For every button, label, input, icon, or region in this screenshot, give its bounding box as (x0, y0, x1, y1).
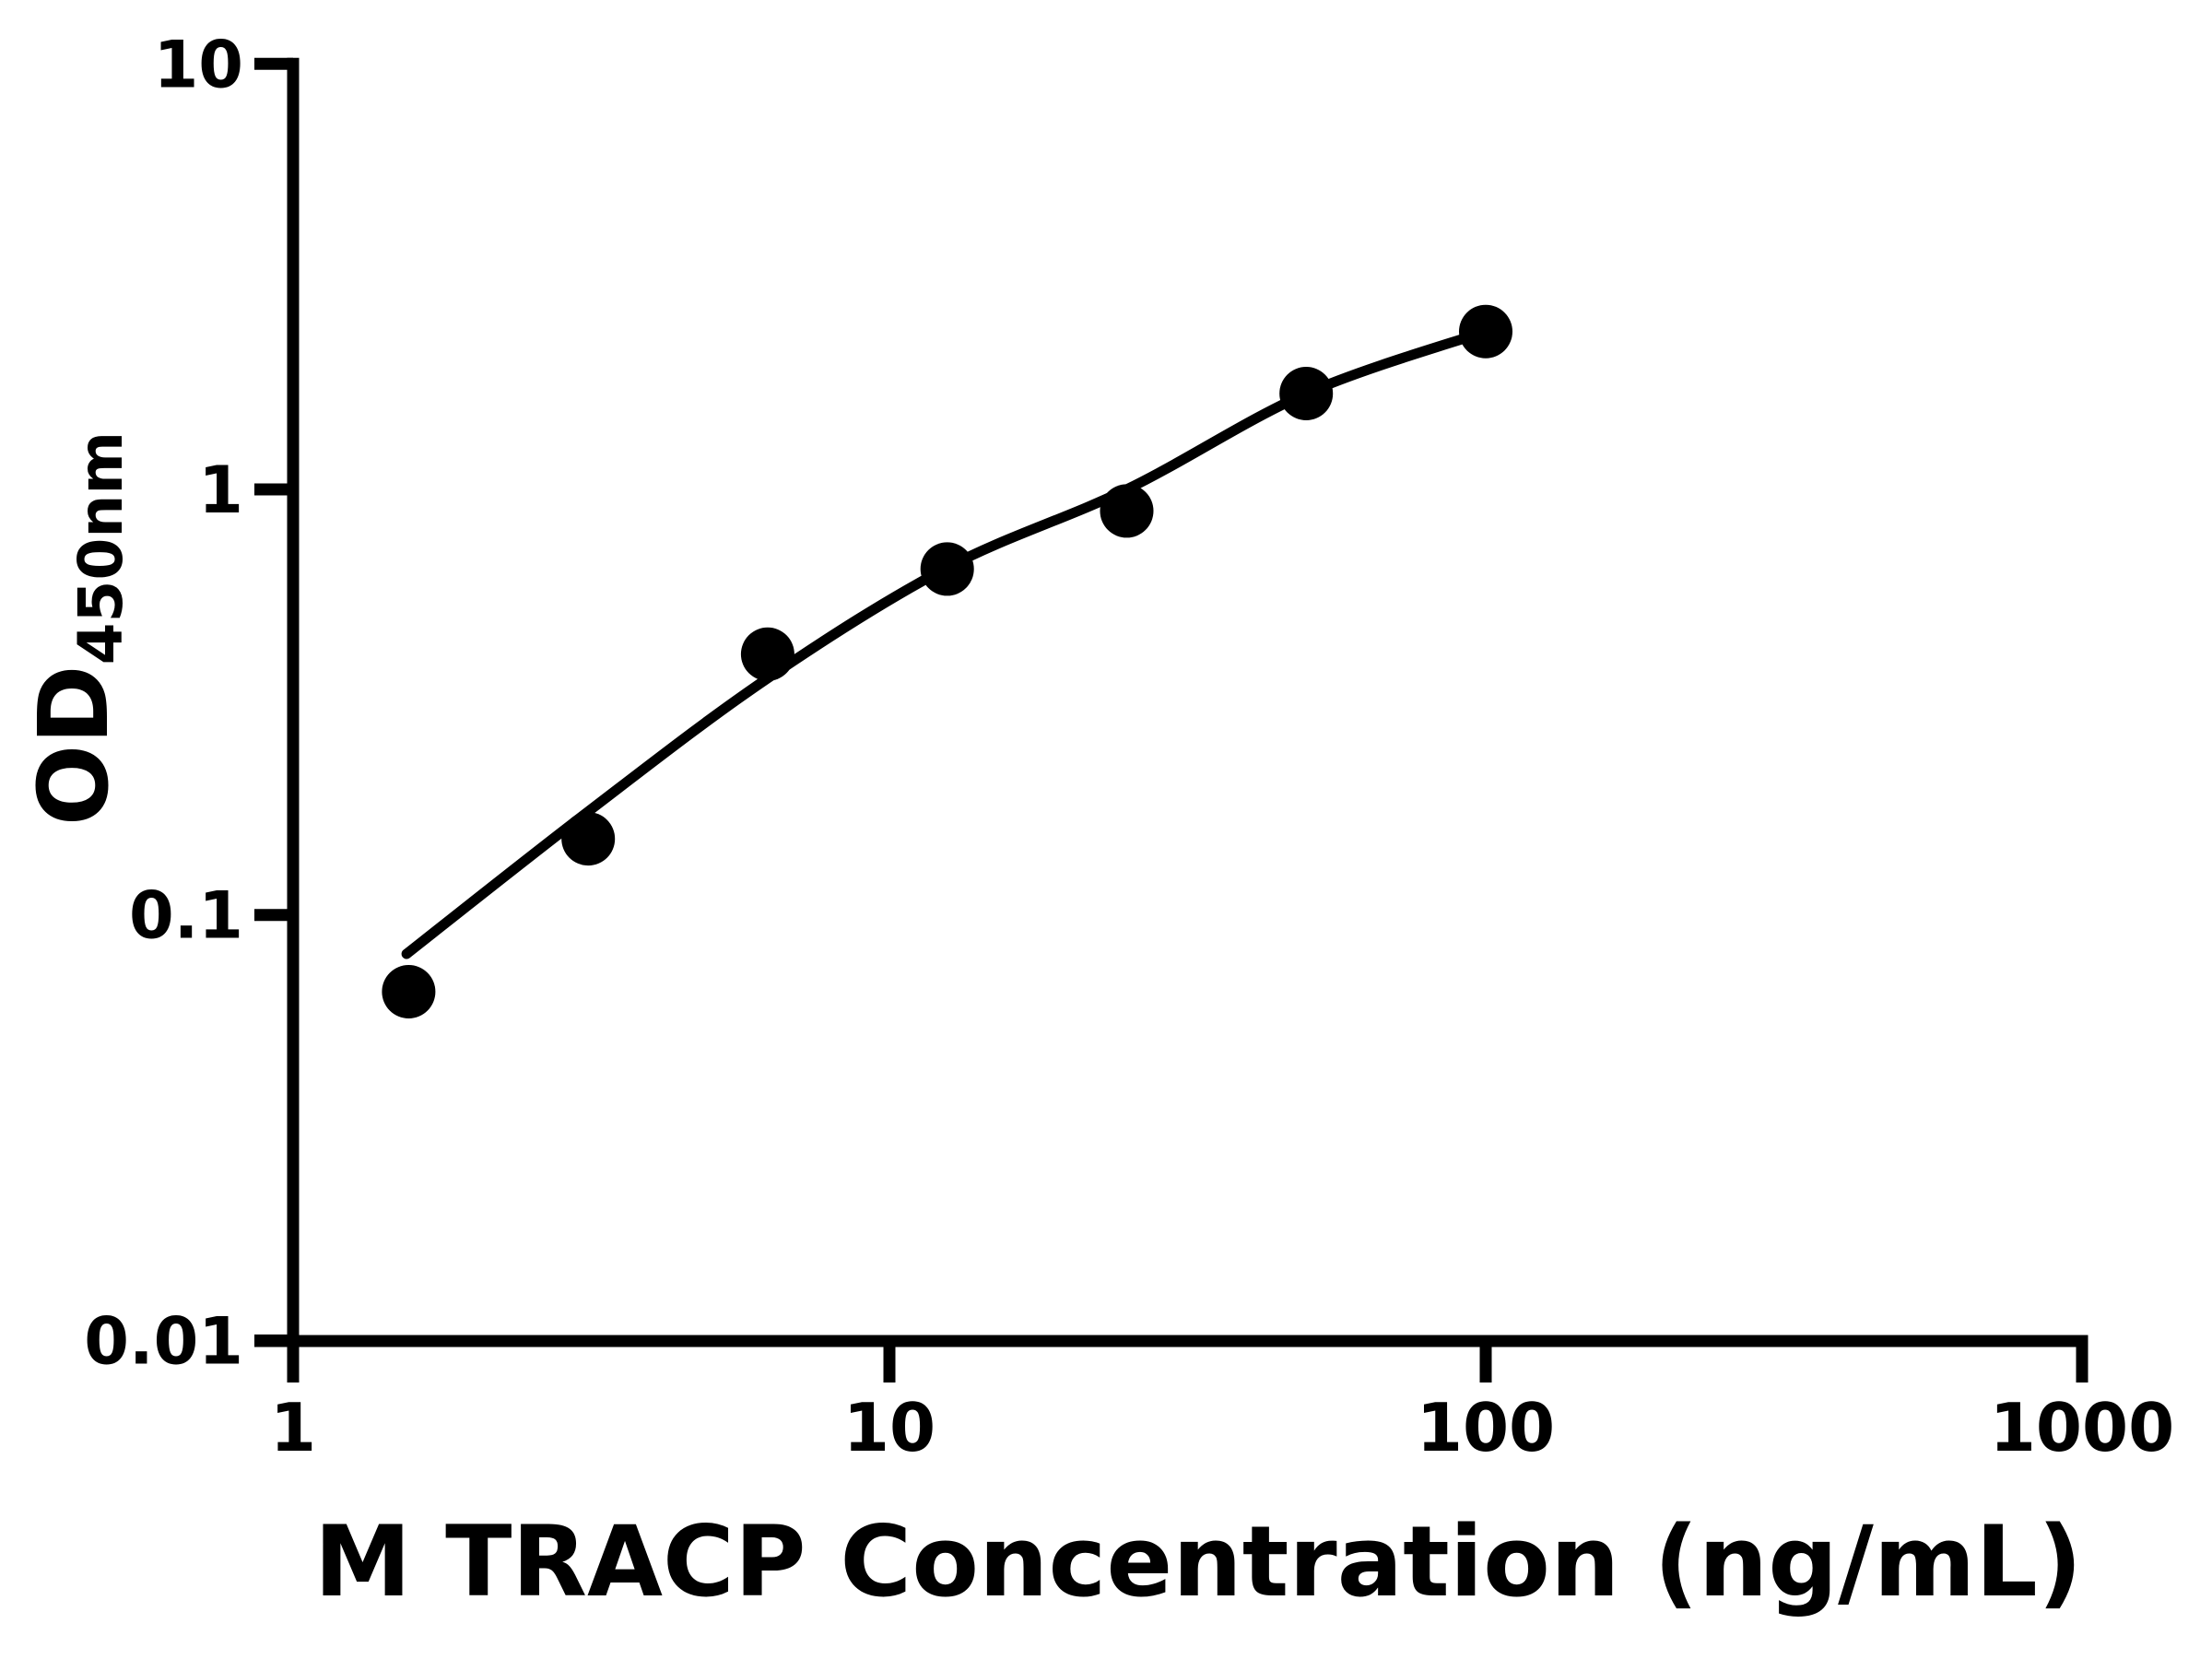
y-tick-label: 0.1 (129, 878, 243, 954)
data-point (561, 812, 616, 866)
y-axis-title: OD450nm (18, 431, 136, 826)
data-point (1279, 367, 1334, 420)
data-point (920, 542, 974, 596)
y-tick-label: 10 (154, 27, 243, 102)
data-point (1100, 484, 1154, 538)
fit-curve (401, 326, 1491, 959)
x-tick-label: 10 (843, 1389, 935, 1466)
y-tick-label: 0.01 (84, 1303, 243, 1379)
y-axis-title-sub: 450nm (65, 430, 136, 665)
data-point (740, 627, 794, 681)
x-tick-label: 1000 (1990, 1389, 2174, 1466)
y-axis-title-main: OD (18, 665, 130, 827)
data-point (1459, 304, 1512, 359)
x-tick-label: 1 (270, 1389, 316, 1466)
x-tick-label: 100 (1417, 1389, 1555, 1466)
y-tick-label: 1 (198, 453, 243, 528)
x-axis-title: M TRACP Concentration (ng/mL) (313, 1505, 2083, 1618)
data-point (382, 965, 436, 1018)
